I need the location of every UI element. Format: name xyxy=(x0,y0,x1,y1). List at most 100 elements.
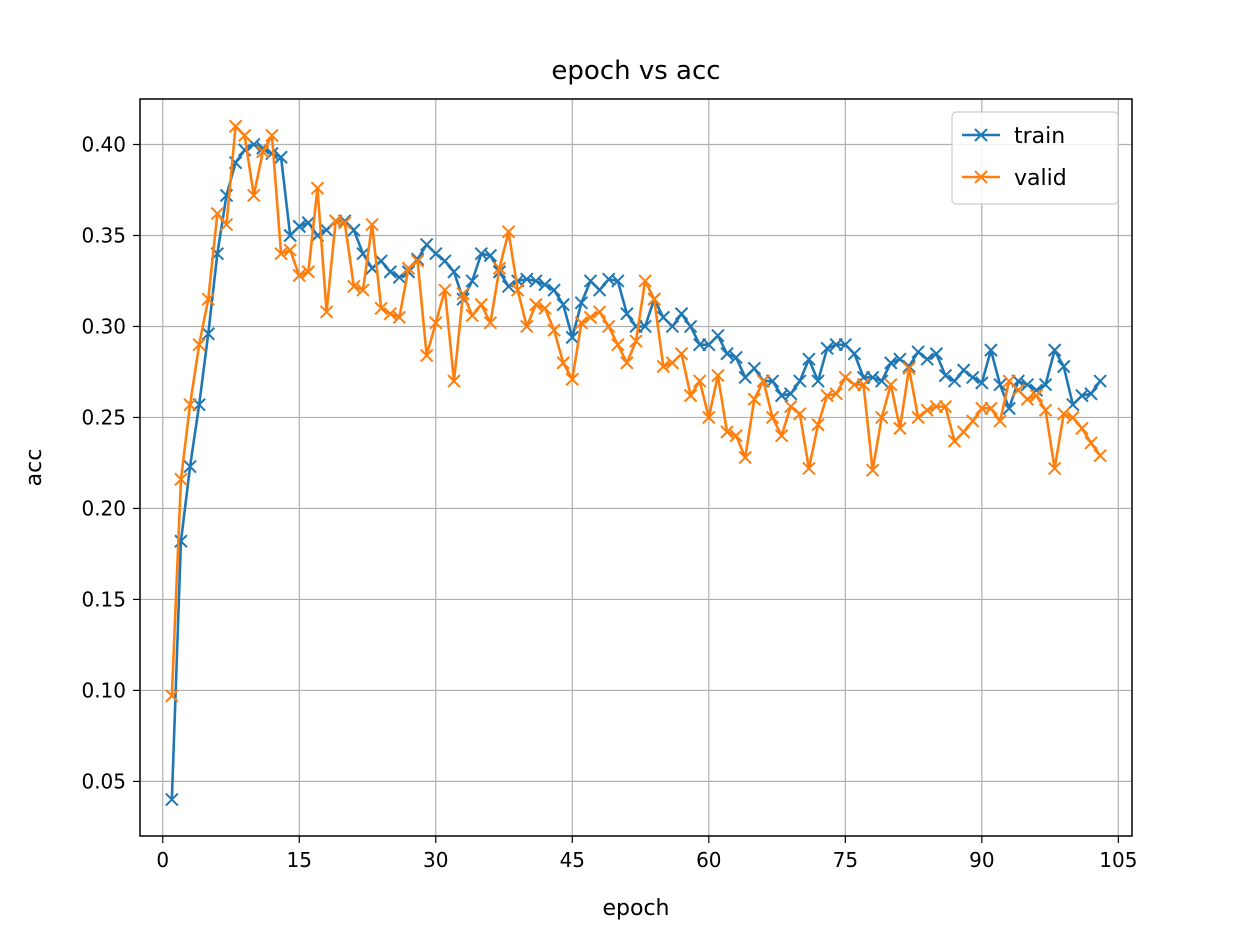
data-point-train-102 xyxy=(1093,374,1107,388)
data-point-train-57 xyxy=(683,319,698,334)
legend: train valid xyxy=(951,111,1119,205)
data-point-train-0 xyxy=(165,792,179,807)
data-point-valid-29 xyxy=(429,316,443,330)
data-point-valid-39 xyxy=(520,319,534,334)
legend-items: train valid xyxy=(962,124,1067,191)
data-point-valid-79 xyxy=(884,377,898,392)
data-point-train-31 xyxy=(447,265,461,279)
data-point-valid-15 xyxy=(301,265,316,279)
data-point-valid-56 xyxy=(674,347,689,361)
data-point-train-71 xyxy=(811,374,825,388)
data-point-valid-57 xyxy=(683,388,698,403)
legend-item-train: train xyxy=(962,124,1065,149)
data-point-valid-23 xyxy=(374,301,388,315)
data-point-train-40 xyxy=(529,274,543,288)
data-point-valid-102 xyxy=(1093,448,1107,463)
data-point-valid-68 xyxy=(784,399,798,414)
data-point-valid-14 xyxy=(292,268,306,283)
data-point-valid-59 xyxy=(702,410,716,425)
data-point-valid-62 xyxy=(729,428,743,443)
data-point-valid-25 xyxy=(392,310,407,325)
data-point-valid-9 xyxy=(247,188,261,203)
data-point-train-64 xyxy=(747,361,762,376)
data-point-valid-3 xyxy=(192,337,206,352)
axes-frame xyxy=(139,98,1133,837)
data-point-valid-63 xyxy=(738,450,752,465)
legend-marker-valid xyxy=(974,170,988,184)
x-axis-label: epoch xyxy=(603,896,670,921)
y-axis-label: acc xyxy=(22,449,47,487)
data-point-valid-49 xyxy=(611,337,625,352)
data-point-train-41 xyxy=(538,277,552,292)
data-point-valid-50 xyxy=(620,356,634,370)
data-point-valid-77 xyxy=(865,463,880,477)
legend-label-valid: valid xyxy=(1014,166,1067,191)
data-point-valid-71 xyxy=(811,418,825,432)
data-point-valid-47 xyxy=(592,305,607,319)
legend-label-train: train xyxy=(1014,124,1065,149)
x-tick-label-2: 30 xyxy=(423,848,448,872)
data-point-valid-67 xyxy=(774,428,789,443)
data-point-valid-73 xyxy=(829,387,843,401)
data-point-valid-51 xyxy=(629,334,643,348)
data-point-valid-82 xyxy=(911,410,925,425)
data-point-train-72 xyxy=(820,341,834,356)
data-point-valid-97 xyxy=(1047,461,1062,476)
grid xyxy=(140,99,1132,836)
data-point-train-29 xyxy=(429,246,443,261)
data-point-valid-100 xyxy=(1075,421,1089,436)
data-point-valid-60 xyxy=(711,368,725,383)
data-point-valid-48 xyxy=(601,319,616,334)
y-tick-label-5: 0.30 xyxy=(81,314,126,338)
data-point-train-83 xyxy=(920,352,934,366)
data-point-train-55 xyxy=(665,319,680,334)
data-point-train-69 xyxy=(793,374,807,388)
data-point-valid-8 xyxy=(237,128,252,143)
data-point-train-47 xyxy=(592,283,607,297)
legend-item-valid: valid xyxy=(962,166,1067,191)
y-tick-label-7: 0.40 xyxy=(81,132,126,156)
data-point-valid-80 xyxy=(893,421,907,436)
data-point-train-20 xyxy=(347,223,361,237)
data-point-train-81 xyxy=(902,359,916,374)
data-point-train-79 xyxy=(884,356,898,370)
data-point-valid-53 xyxy=(647,292,661,306)
data-point-valid-85 xyxy=(938,399,953,414)
data-point-valid-88 xyxy=(966,414,980,428)
data-point-valid-41 xyxy=(538,301,552,315)
data-point-train-30 xyxy=(438,254,452,268)
data-point-valid-24 xyxy=(383,307,397,321)
data-point-valid-54 xyxy=(656,359,671,374)
data-point-valid-91 xyxy=(993,414,1007,428)
data-point-valid-74 xyxy=(838,370,853,385)
data-point-valid-95 xyxy=(1029,388,1044,403)
data-point-valid-87 xyxy=(956,425,971,439)
data-point-train-4 xyxy=(201,327,215,341)
data-point-train-85 xyxy=(938,368,953,383)
data-point-valid-90 xyxy=(984,401,998,416)
data-point-train-90 xyxy=(984,343,998,357)
data-point-valid-96 xyxy=(1038,403,1053,417)
data-point-train-60 xyxy=(711,328,725,343)
data-point-valid-38 xyxy=(510,283,525,297)
data-point-valid-43 xyxy=(556,356,570,370)
data-point-train-94 xyxy=(1020,377,1035,392)
y-tick-label-6: 0.35 xyxy=(81,223,126,247)
data-point-valid-26 xyxy=(401,261,416,275)
data-point-train-2 xyxy=(183,459,197,474)
data-point-valid-2 xyxy=(183,398,197,412)
data-point-valid-11 xyxy=(265,128,279,143)
data-point-valid-31 xyxy=(447,374,461,388)
data-point-train-50 xyxy=(620,307,634,321)
data-point-valid-19 xyxy=(338,216,352,230)
series-line-valid xyxy=(170,125,1102,696)
data-point-train-45 xyxy=(574,296,589,310)
data-point-valid-5 xyxy=(210,206,225,221)
data-point-train-14 xyxy=(292,219,306,234)
y-tick-label-4: 0.25 xyxy=(81,405,126,429)
data-point-train-101 xyxy=(1084,387,1098,401)
data-point-valid-16 xyxy=(310,181,325,195)
x-tick-label-0: 0 xyxy=(156,848,169,872)
data-point-train-88 xyxy=(966,370,980,385)
data-point-train-97 xyxy=(1047,343,1062,357)
